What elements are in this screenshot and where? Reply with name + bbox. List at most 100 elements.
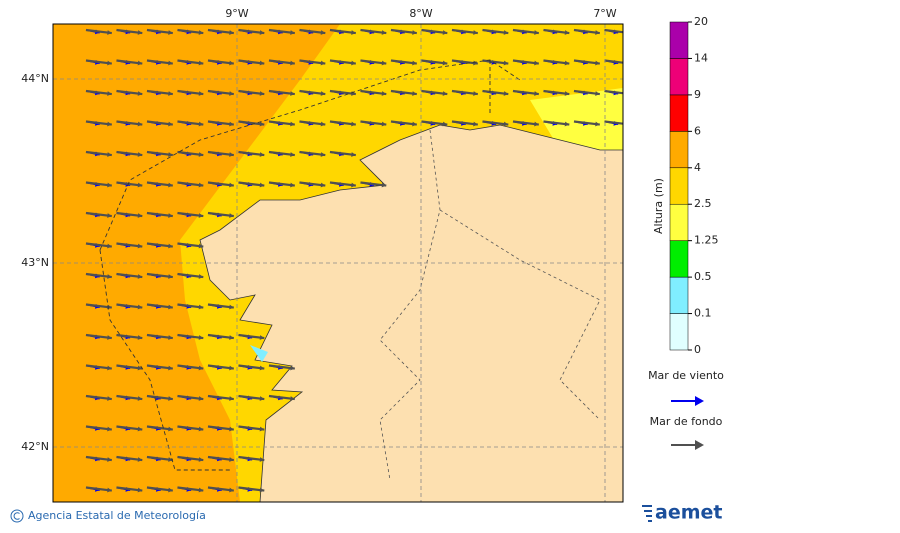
swell-arrow — [351, 152, 356, 157]
swell-arrow — [107, 121, 112, 127]
colorbar: 0 0.1 0.5 1.25 2.5 4 6 9 14 20 — [669, 15, 719, 356]
swell-arrow — [137, 487, 143, 493]
colorbar-tick-label: 1.25 — [694, 234, 719, 247]
swell-arrow — [168, 121, 173, 127]
swell-arrow — [137, 121, 143, 127]
swell-arrow — [107, 365, 112, 371]
swell-arrow — [137, 182, 143, 188]
swell-arrow — [604, 28, 623, 34]
swell-arrow — [534, 60, 539, 66]
swell-arrow — [381, 60, 387, 66]
swell-arrow — [259, 365, 265, 371]
swell-arrow — [198, 335, 204, 340]
swell-arrow — [412, 121, 417, 127]
swell-arrow — [168, 304, 173, 310]
swell-arrow — [168, 30, 173, 35]
swell-arrow — [564, 60, 570, 66]
swell-arrow — [168, 182, 173, 188]
copyright-icon — [10, 509, 24, 523]
swell-arrow — [351, 60, 356, 66]
swell-arrow — [290, 30, 295, 35]
swell-arrow — [564, 121, 570, 127]
legend-label: Mar de fondo — [650, 415, 723, 428]
swell-arrow — [320, 121, 326, 127]
swell-arrow — [107, 91, 112, 96]
logo: aemet — [655, 502, 722, 524]
swell-arrow — [137, 152, 143, 157]
colorbar-tick-label: 6 — [694, 124, 701, 137]
swell-arrow — [259, 121, 265, 127]
swell-arrow — [595, 30, 600, 35]
legend-arrow — [695, 396, 704, 406]
swell-arrow — [229, 152, 234, 157]
swell-arrow — [503, 30, 509, 35]
boundary — [99, 59, 521, 471]
swell-arrow — [107, 243, 112, 249]
swell-arrow — [107, 335, 112, 340]
swell-arrow — [229, 91, 234, 96]
swell-arrow — [534, 91, 539, 96]
colorbar-segment — [669, 94, 689, 132]
colorbar-segment — [669, 167, 689, 205]
swell-arrow — [259, 335, 265, 340]
swell-arrow — [534, 121, 539, 127]
colorbar-tick-label: 0.5 — [694, 270, 712, 283]
swell-arrow — [259, 60, 265, 66]
lon-label: 7°W — [593, 7, 616, 20]
swell-arrow — [473, 121, 478, 127]
land — [199, 124, 623, 502]
swell-arrow — [198, 274, 204, 279]
swell-arrow — [259, 487, 265, 493]
swell-arrow — [168, 335, 173, 340]
swell-arrow — [198, 152, 204, 157]
swell-arrow — [320, 60, 326, 66]
swell-arrow — [290, 152, 295, 157]
swell-arrow — [137, 30, 143, 35]
swell-arrow — [229, 426, 234, 432]
swell-arrow — [198, 182, 204, 188]
swell-arrow — [604, 59, 623, 64]
swell-arrow — [168, 396, 173, 401]
colorbar-tick-label: 0 — [694, 343, 701, 356]
swell-arrow — [290, 182, 295, 188]
swell-arrow — [137, 457, 143, 462]
swell-arrow — [168, 243, 173, 249]
lat-label: 44°N — [21, 72, 49, 85]
swell-arrow — [229, 121, 234, 127]
legend-arrow — [695, 440, 704, 450]
logo-icon — [642, 505, 652, 522]
swell-arrow — [290, 396, 295, 401]
colorbar-tick-label: 9 — [694, 88, 701, 101]
swell-arrow — [290, 365, 295, 371]
colorbar-tick-label: 0.1 — [694, 307, 712, 320]
swell-arrow — [229, 304, 234, 310]
swell-arrow — [137, 365, 143, 371]
map-frame — [52, 23, 624, 503]
swell-arrow — [168, 152, 173, 157]
swell-arrow — [564, 91, 570, 96]
swell-arrow — [381, 182, 387, 188]
credit: Agencia Estatal de Meteorología — [28, 509, 206, 522]
swell-arrow — [229, 365, 234, 371]
swell-arrow — [198, 243, 204, 249]
swell-arrow — [290, 60, 295, 66]
swell-arrow — [137, 60, 143, 66]
sea-cyan — [250, 345, 268, 362]
colorbar-tick-label: 20 — [694, 15, 708, 28]
swell-arrow — [381, 121, 387, 127]
colorbar-segment — [669, 203, 689, 241]
swell-arrow — [198, 60, 204, 66]
sea-light-yellow — [530, 88, 623, 160]
swell-arrow — [137, 213, 143, 218]
swell-arrow — [107, 30, 112, 35]
swell-arrow — [259, 426, 265, 432]
swell-arrow — [107, 274, 112, 279]
swell-arrow — [198, 30, 204, 35]
swell-arrow — [503, 121, 509, 127]
swell-arrow — [626, 91, 631, 96]
colorbar-segment — [669, 131, 689, 169]
swell-arrow — [290, 121, 295, 127]
swell-arrow — [259, 91, 265, 96]
swell-arrow — [168, 274, 173, 279]
